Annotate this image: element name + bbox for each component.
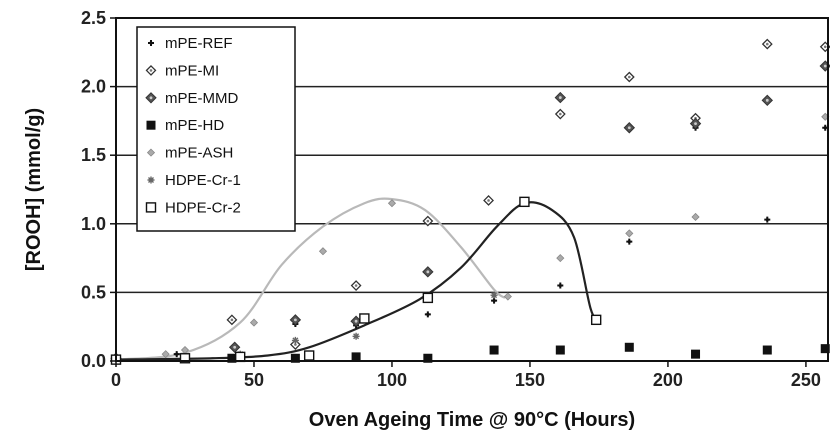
point-mpe-hd	[762, 345, 772, 355]
point-mpe-mi	[226, 314, 238, 326]
point-mpe-ash	[387, 199, 397, 208]
point-mpe-ref	[557, 282, 564, 289]
point-mpe-mmd	[228, 341, 241, 353]
trend-curve-0	[115, 197, 506, 361]
x-tick-label: 100	[377, 370, 407, 390]
plot-frame	[115, 17, 829, 362]
legend-marker-mpe-mi	[145, 64, 157, 76]
legend-label-hdpe-cr-2: HDPE-Cr-2	[165, 199, 241, 216]
x-tick-label: 200	[653, 370, 683, 390]
point-mpe-ash	[691, 212, 700, 222]
point-mpe-ash	[249, 318, 259, 327]
point-mpe-hd	[423, 353, 433, 363]
point-mpe-ref	[764, 216, 771, 223]
point-mpe-ash	[318, 247, 328, 256]
x-tick-label: 0	[111, 370, 121, 390]
legend: mPE-REF mPE-MI mPE-MMD mPE-HD mPE-ASH HDPE-Cr…	[136, 26, 296, 232]
point-mpe-ref	[173, 351, 180, 358]
y-tick-label: 1.0	[81, 214, 106, 234]
trend-curve-1	[115, 201, 600, 361]
point-mpe-hd	[351, 352, 361, 362]
legend-marker-mpe-ref	[148, 40, 154, 46]
point-mpe-hd	[624, 342, 634, 352]
point-mpe-mmd	[761, 94, 773, 107]
legend-marker-hdpe-cr-2	[145, 202, 157, 213]
y-tick-label: 2.5	[81, 8, 106, 28]
point-hdpe-cr-2	[179, 353, 191, 364]
legend-marker-mpe-mmd	[145, 92, 157, 104]
point-mpe-mi	[554, 108, 566, 120]
point-mpe-mmd	[689, 117, 702, 130]
point-mpe-ash	[625, 229, 634, 238]
y-tick-label: 2.0	[81, 77, 106, 97]
axis-ticks: 0.0 0.5 1.0 1.5 2.0 2.5 0 50 100 150 200 250	[81, 8, 821, 390]
legend-marker-mpe-hd	[146, 120, 156, 130]
point-hdpe-cr-2	[359, 313, 370, 324]
point-mpe-mi	[422, 215, 434, 227]
point-mpe-ash	[556, 254, 565, 263]
legend-label-mpe-mi: mPE-MI	[165, 62, 219, 79]
point-hdpe-cr-1	[490, 291, 498, 299]
point-mpe-hd	[489, 345, 499, 355]
point-mpe-hd	[227, 353, 237, 363]
legend-label-hdpe-cr-1: HDPE-Cr-1	[165, 172, 241, 189]
x-tick-label: 50	[244, 370, 264, 390]
point-mpe-mmd	[554, 91, 567, 104]
point-mpe-hd	[820, 344, 830, 354]
legend-label-mpe-mmd: mPE-MMD	[165, 90, 238, 107]
point-hdpe-cr-1	[291, 336, 299, 344]
point-mpe-mmd	[422, 266, 434, 278]
y-tick-label: 1.5	[81, 145, 106, 165]
point-mpe-mi	[483, 195, 494, 206]
point-mpe-ash	[503, 292, 512, 301]
point-mpe-mi	[623, 71, 635, 83]
point-mpe-ash	[161, 350, 170, 359]
y-tick-label: 0.0	[81, 351, 106, 371]
point-hdpe-cr-2	[590, 314, 602, 326]
point-hdpe-cr-1	[352, 332, 360, 340]
point-hdpe-cr-2	[422, 292, 434, 304]
point-mpe-mi	[761, 38, 773, 50]
legend-marker-mpe-ash	[146, 148, 156, 157]
y-axis-label: [ROOH] (mmol/g)	[23, 108, 45, 271]
trend-curves	[115, 197, 600, 361]
legend-label-mpe-ref: mPE-REF	[165, 35, 233, 52]
x-tick-label: 150	[515, 370, 545, 390]
point-mpe-hd	[555, 345, 565, 355]
x-axis-label: Oven Ageing Time @ 90°C (Hours)	[309, 409, 635, 431]
point-mpe-hd	[691, 349, 701, 359]
legend-box	[136, 26, 296, 232]
legend-label-mpe-hd: mPE-HD	[165, 117, 224, 134]
legend-label-mpe-ash: mPE-ASH	[165, 145, 233, 162]
point-hdpe-cr-2	[519, 196, 530, 208]
point-mpe-mmd	[623, 122, 636, 134]
x-tick-label: 250	[791, 370, 821, 390]
point-mpe-ref	[424, 311, 431, 318]
point-mpe-mi	[350, 280, 362, 291]
legend-marker-hdpe-cr-1	[147, 176, 155, 184]
point-mpe-ref	[626, 238, 633, 245]
point-mpe-mmd	[289, 314, 302, 326]
y-tick-label: 0.5	[81, 282, 106, 302]
point-hdpe-cr-2	[303, 350, 315, 361]
point-mpe-hd	[290, 353, 300, 363]
